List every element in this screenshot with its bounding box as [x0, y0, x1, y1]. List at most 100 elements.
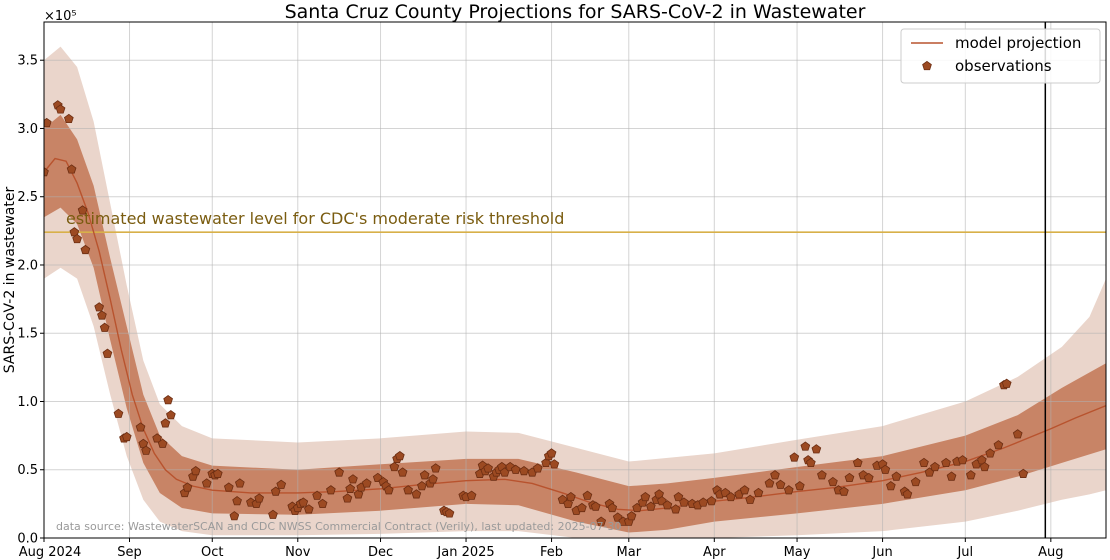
- observation-point: [891, 471, 902, 481]
- observation-point: [706, 496, 717, 506]
- legend: model projection observations: [900, 28, 1101, 84]
- observation-point: [775, 479, 786, 489]
- y-tick-label: 1.0: [17, 395, 38, 410]
- observation-point: [419, 470, 430, 480]
- observation-point: [361, 478, 372, 488]
- observation-point: [673, 491, 684, 502]
- observation-point: [276, 479, 287, 489]
- observation-point: [303, 504, 314, 514]
- observation-point: [113, 408, 124, 418]
- observation-point: [1018, 468, 1029, 478]
- observation-point: [182, 482, 193, 492]
- observation-point: [839, 486, 849, 496]
- legend-label: model projection: [955, 34, 1081, 52]
- observation-point: [80, 244, 91, 255]
- grid: [43, 22, 1106, 539]
- outer-band: [44, 46, 1106, 538]
- observation-point: [590, 501, 601, 511]
- observation-point: [389, 461, 400, 472]
- x-tick-label: Jul: [956, 545, 973, 560]
- observation-point: [596, 516, 607, 526]
- observation-point: [941, 457, 951, 468]
- observation-point: [789, 452, 800, 462]
- observation-point: [1001, 378, 1012, 388]
- observation-point: [44, 117, 52, 128]
- observation-point: [880, 464, 891, 474]
- observation-point: [739, 485, 750, 495]
- observation-point: [577, 502, 587, 513]
- x-tick-label: Aug 2024: [19, 545, 82, 560]
- observation-point: [654, 489, 664, 499]
- x-tick-label: Apr: [703, 545, 726, 560]
- observation-point: [229, 511, 240, 521]
- observation-point: [69, 227, 80, 237]
- observation-point: [541, 457, 551, 468]
- observation-point: [985, 448, 995, 458]
- x-tick-label: Dec: [368, 545, 393, 560]
- observation-point: [298, 497, 309, 507]
- observation-point: [383, 485, 394, 495]
- observation-point: [163, 395, 173, 405]
- observation-point: [135, 422, 146, 432]
- observation-point: [582, 490, 593, 500]
- y-tick-label: 1.5: [17, 327, 38, 342]
- observation-point: [770, 470, 780, 480]
- legend-box: [900, 28, 1101, 84]
- observation-point: [563, 498, 573, 508]
- observation-point: [902, 489, 913, 499]
- source-note: data source: WastewaterSCAN and CDC NWSS…: [56, 520, 622, 533]
- confidence-bands: [44, 46, 1106, 538]
- observation-point: [44, 167, 49, 177]
- observation-point: [483, 463, 493, 473]
- observation-point: [640, 491, 651, 502]
- observation-point: [885, 481, 896, 491]
- observation-point: [166, 410, 176, 420]
- observation-point: [234, 478, 245, 488]
- observation-point: [268, 509, 278, 519]
- observation-point: [430, 463, 441, 473]
- observation-point: [63, 113, 74, 124]
- observation-point: [270, 486, 281, 496]
- x-tick-label: Feb: [540, 545, 563, 560]
- x-tick-label: Sep: [117, 545, 142, 560]
- observation-point: [764, 478, 775, 488]
- threshold-label: estimated wastewater level for CDC's mod…: [66, 209, 564, 228]
- observation-point: [852, 457, 863, 468]
- observation-point: [121, 431, 132, 442]
- observation-point: [805, 457, 816, 468]
- observation-point: [510, 464, 521, 474]
- observation-point: [77, 205, 88, 215]
- observation-point: [152, 433, 162, 443]
- axes: 0.0 0.5 1.0 1.5 2.0 2.5 3.0 3.5 Aug 2024 Sep Oct No…: [17, 21, 1107, 560]
- observation-point: [979, 461, 990, 472]
- observation-point: [817, 470, 827, 480]
- observation-point: [679, 497, 689, 507]
- observation-point: [965, 470, 976, 480]
- observation-point: [844, 472, 855, 483]
- y-tick-label: 0.5: [17, 463, 38, 478]
- observation-point: [546, 448, 557, 458]
- y-tick-label: 0.0: [17, 532, 38, 547]
- observation-point: [99, 322, 110, 332]
- observation-point: [55, 104, 66, 114]
- x-tick-label: Aug: [1038, 545, 1063, 560]
- observation-point: [97, 310, 107, 320]
- y-tick-label: 3.0: [17, 122, 38, 137]
- observation-point: [549, 459, 560, 469]
- x-tick-label: May: [784, 545, 811, 560]
- y-tick-label: 3.5: [17, 54, 38, 69]
- x-tick-label: Mar: [617, 545, 642, 560]
- observation-point: [94, 302, 105, 312]
- observation-point: [800, 441, 811, 451]
- x-tick-label: Jan 2025: [436, 545, 494, 560]
- observation-point: [348, 474, 358, 484]
- observation-point: [160, 418, 171, 428]
- observation-point: [646, 501, 656, 511]
- x-tick-label: Oct: [201, 545, 223, 560]
- observation-point: [977, 455, 987, 465]
- observation-point: [254, 493, 265, 503]
- observation-point: [698, 497, 709, 507]
- observation-point: [863, 472, 874, 483]
- y-axis-label: SARS-CoV-2 in wastewater: [2, 187, 18, 374]
